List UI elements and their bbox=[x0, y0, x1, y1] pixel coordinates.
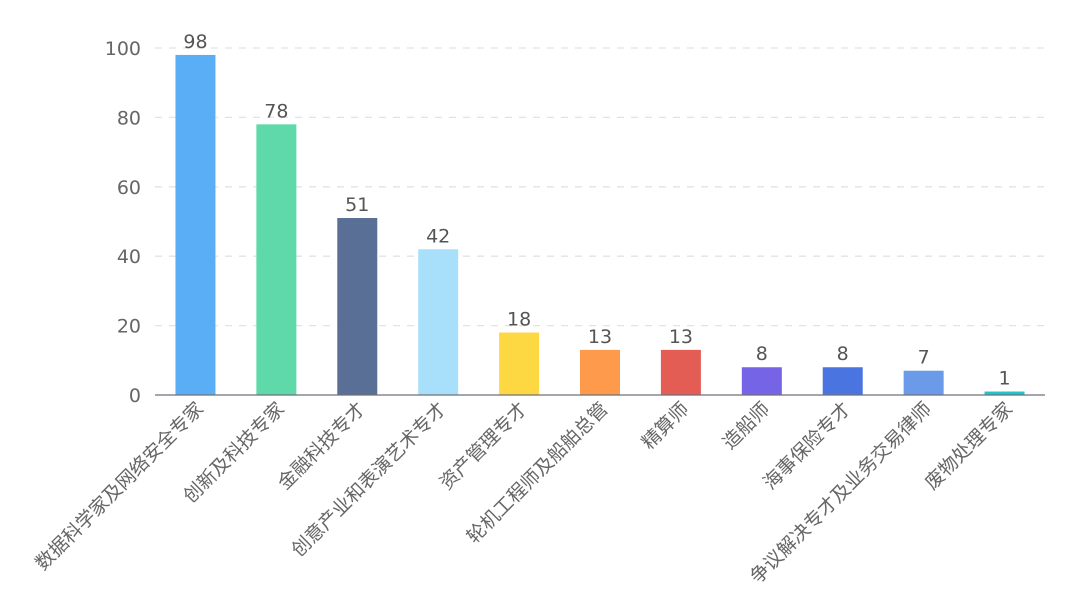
y-tick-label: 20 bbox=[117, 316, 141, 338]
data-label: 42 bbox=[426, 225, 450, 247]
bar bbox=[418, 249, 459, 395]
y-tick-label: 80 bbox=[117, 107, 141, 129]
x-tick-label: 造船师 bbox=[718, 398, 774, 454]
bar bbox=[822, 367, 863, 395]
data-label: 7 bbox=[918, 347, 930, 369]
bar bbox=[499, 332, 540, 395]
bar bbox=[903, 370, 944, 395]
bar bbox=[660, 349, 701, 395]
x-tick-label: 废物处理专家 bbox=[921, 398, 1017, 494]
data-label: 18 bbox=[507, 309, 531, 331]
data-label: 13 bbox=[669, 326, 693, 348]
x-tick-label: 数据科学家及网络安全专家 bbox=[31, 398, 208, 575]
data-label: 8 bbox=[837, 343, 849, 365]
x-tick-label: 创意产业和表演艺术专才 bbox=[287, 398, 450, 561]
x-tick-label: 精算师 bbox=[638, 398, 694, 454]
y-tick-label: 40 bbox=[117, 246, 141, 268]
x-tick-label: 轮机工程师及船舶总管 bbox=[463, 398, 613, 548]
bar bbox=[984, 391, 1025, 395]
data-label: 8 bbox=[756, 343, 768, 365]
y-tick-label: 0 bbox=[129, 385, 141, 407]
bar bbox=[337, 218, 378, 395]
data-label: 13 bbox=[588, 326, 612, 348]
data-label: 98 bbox=[183, 31, 207, 53]
y-tick-label: 100 bbox=[105, 38, 141, 60]
data-label: 1 bbox=[998, 368, 1010, 390]
bar bbox=[741, 367, 782, 395]
data-label: 51 bbox=[345, 194, 369, 216]
bar bbox=[175, 54, 216, 395]
y-tick-label: 60 bbox=[117, 177, 141, 199]
bars bbox=[175, 54, 1025, 395]
bar bbox=[256, 124, 297, 395]
data-label: 78 bbox=[264, 100, 288, 122]
bar bbox=[580, 349, 620, 395]
